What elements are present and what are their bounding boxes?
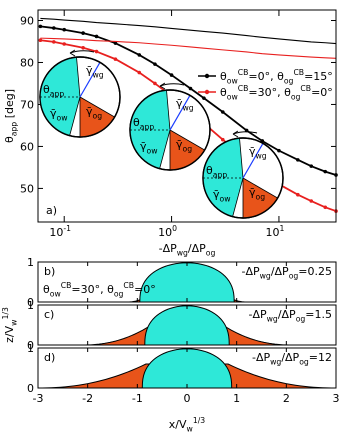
x-tick-label: 1 — [233, 392, 240, 405]
inset-arrow — [159, 82, 185, 90]
inset-diagram: θapp γ̄wg γ̄ow γ̄og — [129, 82, 211, 171]
x-tick-label: -2 — [82, 392, 93, 405]
panel-annotation: -ΔPwg/ΔPog=0.25 — [242, 265, 333, 281]
x-tick-label: -3 — [33, 392, 44, 405]
data-point — [113, 41, 118, 45]
inset-arrow — [232, 130, 258, 138]
inset-label: θapp — [206, 164, 227, 180]
x-tick-label: -1 — [132, 392, 143, 405]
data-point — [309, 164, 314, 168]
data-point — [137, 70, 142, 75]
data-point — [323, 169, 328, 174]
x-tick-label: 0 — [184, 392, 191, 405]
y-tick-label: 90 — [20, 14, 34, 27]
inset-circle-outline — [202, 137, 284, 219]
data-point — [169, 73, 174, 77]
y-tick-label: 60 — [20, 140, 34, 153]
data-point — [52, 26, 56, 30]
data-point — [81, 45, 85, 50]
y-tick-label: 1 — [27, 256, 34, 269]
inset-blue-line — [242, 143, 264, 179]
data-point — [153, 62, 157, 66]
data-point — [220, 110, 225, 114]
data-point — [81, 31, 85, 35]
inset-diagram: θapp γ̄wg γ̄ow γ̄og — [39, 49, 121, 138]
water-drop — [144, 305, 230, 346]
inset-blue-line — [169, 95, 191, 131]
inset-blue-line — [79, 62, 101, 98]
data-line — [40, 17, 337, 45]
y-tick-label: 1 — [27, 299, 34, 312]
inset-circle-outline — [39, 56, 121, 138]
data-point — [38, 24, 43, 29]
inset-circle-outline — [129, 89, 211, 171]
legend-marker — [204, 73, 210, 79]
y-tick-label: 70 — [20, 98, 34, 111]
data-point — [153, 81, 157, 86]
panel-label: c) — [44, 308, 54, 321]
x-tick-label: 2 — [283, 392, 290, 405]
data-point — [309, 199, 314, 203]
x-tick-label: 10-1 — [49, 224, 71, 239]
water-drop — [139, 262, 235, 303]
x-tick-label: 101 — [265, 224, 284, 239]
inset-label: γ̄wg — [249, 145, 267, 161]
y-tick-label: 80 — [20, 56, 34, 69]
data-point — [188, 86, 193, 91]
legend-marker — [204, 89, 210, 95]
data-point — [323, 205, 328, 210]
data-point — [94, 34, 99, 39]
inset-label: γ̄wg — [86, 64, 104, 80]
inset-label: γ̄og — [176, 138, 192, 154]
y-axis-label: z/Vw1/3 — [1, 307, 19, 343]
legend-label: θowCB=0°, θogCB=15° — [220, 68, 333, 86]
inset-label: γ̄og — [86, 105, 102, 121]
data-point — [277, 148, 281, 153]
legend-label: θowCB=30°, θogCB=0° — [220, 84, 333, 102]
inset-label: θapp — [43, 83, 64, 99]
y-tick-label: 1 — [27, 342, 34, 355]
data-point — [296, 158, 300, 162]
y-tick-label: 0 — [27, 382, 34, 395]
panel-note: θowCB=30°, θogCB=0° — [43, 281, 156, 299]
water-drop — [141, 348, 233, 389]
data-point — [62, 27, 67, 32]
inset-label: θapp — [133, 116, 154, 132]
panel-annotation: -ΔPwg/ΔPog=12 — [252, 351, 332, 367]
data-point — [202, 96, 206, 100]
panel-annotation: -ΔPwg/ΔPog=1.5 — [249, 308, 333, 324]
y-tick-label: 0 — [27, 296, 34, 309]
data-point — [62, 42, 67, 46]
x-tick-label: 100 — [158, 224, 177, 239]
inset-label: γ̄og — [249, 186, 265, 202]
x-axis-label: x/Vw1/3 — [169, 416, 206, 434]
y-axis-label: θapp [deg] — [3, 89, 19, 143]
x-tick-label: 3 — [333, 392, 340, 405]
inset-label: γ̄wg — [176, 97, 194, 113]
x-axis-label: -ΔPwg/ΔPog — [159, 242, 216, 258]
panel-label: a) — [46, 204, 57, 217]
y-tick-label: 0 — [27, 339, 34, 352]
inset-label: γ̄ow — [50, 107, 68, 123]
data-point — [38, 38, 43, 43]
data-point — [220, 137, 225, 142]
inset-label: γ̄ow — [213, 188, 231, 204]
plot-frame — [37, 9, 337, 223]
data-point — [137, 53, 142, 57]
data-point — [52, 40, 56, 44]
panel-label: b) — [44, 265, 55, 278]
data-point — [296, 192, 300, 197]
inset-label: γ̄ow — [140, 140, 158, 156]
data-point — [94, 49, 99, 54]
y-tick-label: 50 — [20, 182, 34, 195]
panel-label: d) — [44, 351, 55, 364]
inset-arrow — [69, 49, 95, 57]
inset-diagram: θapp γ̄wg γ̄ow γ̄og — [202, 130, 284, 219]
data-line — [40, 37, 337, 59]
data-point — [113, 57, 118, 61]
